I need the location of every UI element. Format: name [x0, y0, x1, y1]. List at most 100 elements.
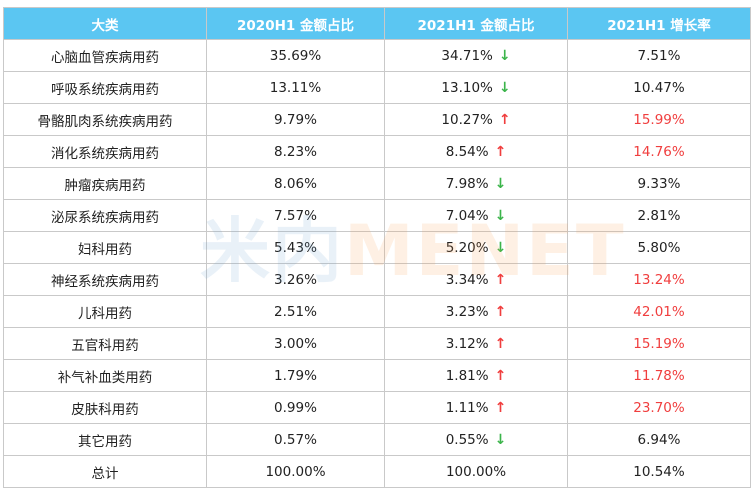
col-header-category: 大类 — [3, 7, 207, 40]
col-header-growth-2021: 2021H1 增长率 — [567, 7, 751, 40]
cell-share-2020: 8.06% — [206, 167, 385, 200]
arrow-down-icon: ↓ — [494, 175, 507, 192]
cell-growth-2021: 5.80% — [567, 231, 751, 264]
arrow-up-icon: ↑ — [494, 335, 507, 352]
cell-category: 补气补血类用药 — [3, 359, 207, 392]
col-header-share-2020: 2020H1 金额占比 — [206, 7, 385, 40]
table-row: 皮肤科用药 0.99% 1.11% ↑ 23.70% — [3, 391, 751, 424]
cell-share-2021: 0.55% ↓ — [384, 423, 568, 456]
table-row: 肿瘤疾病用药 8.06% 7.98% ↓ 9.33% — [3, 167, 751, 200]
cell-growth-2021: 6.94% — [567, 423, 751, 456]
cell-category: 其它用药 — [3, 423, 207, 456]
share-table: 大类 2020H1 金额占比 2021H1 金额占比 2021H1 增长率 心脑… — [3, 7, 751, 488]
cell-share-2020: 2.51% — [206, 295, 385, 328]
cell-share-2021: 100.00% — [384, 455, 568, 488]
arrow-up-icon: ↑ — [494, 399, 507, 416]
arrow-down-icon: ↓ — [498, 79, 511, 96]
cell-category: 神经系统疾病用药 — [3, 263, 207, 296]
cell-category: 骨骼肌肉系统疾病用药 — [3, 103, 207, 136]
cell-share-2021-value: 8.54% — [445, 143, 489, 160]
cell-share-2021-value: 1.11% — [445, 399, 489, 416]
cell-share-2020: 13.11% — [206, 71, 385, 104]
cell-category: 呼吸系统疾病用药 — [3, 71, 207, 104]
cell-share-2021: 7.04% ↓ — [384, 199, 568, 232]
cell-share-2021-value: 13.10% — [441, 79, 493, 96]
table-row: 补气补血类用药 1.79% 1.81% ↑ 11.78% — [3, 359, 751, 392]
cell-share-2021: 5.20% ↓ — [384, 231, 568, 264]
cell-category: 儿科用药 — [3, 295, 207, 328]
cell-growth-2021: 23.70% — [567, 391, 751, 424]
arrow-down-icon: ↓ — [498, 47, 511, 64]
arrow-up-icon: ↑ — [494, 303, 507, 320]
cell-share-2021-value: 7.04% — [445, 207, 489, 224]
cell-share-2020: 1.79% — [206, 359, 385, 392]
table-row: 泌尿系统疾病用药 7.57% 7.04% ↓ 2.81% — [3, 199, 751, 232]
cell-share-2021-value: 3.12% — [445, 335, 489, 352]
table-row: 妇科用药 5.43% 5.20% ↓ 5.80% — [3, 231, 751, 264]
table-row: 心脑血管疾病用药 35.69% 34.71% ↓ 7.51% — [3, 39, 751, 72]
cell-share-2020: 9.79% — [206, 103, 385, 136]
cell-share-2021-value: 34.71% — [441, 47, 493, 64]
cell-growth-2021: 15.99% — [567, 103, 751, 136]
cell-growth-2021: 14.76% — [567, 135, 751, 168]
cell-share-2021: 3.34% ↑ — [384, 263, 568, 296]
table-row: 神经系统疾病用药 3.26% 3.34% ↑ 13.24% — [3, 263, 751, 296]
arrow-up-icon: ↑ — [494, 271, 507, 288]
cell-share-2021-value: 0.55% — [445, 431, 489, 448]
table-row: 儿科用药 2.51% 3.23% ↑ 42.01% — [3, 295, 751, 328]
cell-share-2020: 5.43% — [206, 231, 385, 264]
cell-share-2021-value: 3.34% — [445, 271, 489, 288]
arrow-up-icon: ↑ — [494, 143, 507, 160]
cell-growth-2021: 15.19% — [567, 327, 751, 360]
header-row: 大类 2020H1 金额占比 2021H1 金额占比 2021H1 增长率 — [3, 7, 751, 40]
table-row: 五官科用药 3.00% 3.12% ↑ 15.19% — [3, 327, 751, 360]
arrow-down-icon: ↓ — [494, 431, 507, 448]
cell-share-2021-value: 10.27% — [441, 111, 493, 128]
cell-growth-2021: 9.33% — [567, 167, 751, 200]
cell-share-2021: 10.27% ↑ — [384, 103, 568, 136]
cell-share-2021: 13.10% ↓ — [384, 71, 568, 104]
table-row: 总计 100.00% 100.00% 10.54% — [3, 455, 751, 488]
cell-share-2021-value: 1.81% — [445, 367, 489, 384]
cell-category: 皮肤科用药 — [3, 391, 207, 424]
cell-share-2021: 34.71% ↓ — [384, 39, 568, 72]
cell-share-2020: 100.00% — [206, 455, 385, 488]
cell-share-2020: 0.57% — [206, 423, 385, 456]
cell-share-2020: 7.57% — [206, 199, 385, 232]
arrow-down-icon: ↓ — [494, 239, 507, 256]
cell-growth-2021: 10.54% — [567, 455, 751, 488]
table-row: 消化系统疾病用药 8.23% 8.54% ↑ 14.76% — [3, 135, 751, 168]
cell-category: 泌尿系统疾病用药 — [3, 199, 207, 232]
cell-category: 五官科用药 — [3, 327, 207, 360]
cell-growth-2021: 2.81% — [567, 199, 751, 232]
cell-share-2021-value: 3.23% — [445, 303, 489, 320]
cell-growth-2021: 13.24% — [567, 263, 751, 296]
table-row: 其它用药 0.57% 0.55% ↓ 6.94% — [3, 423, 751, 456]
cell-share-2021: 3.12% ↑ — [384, 327, 568, 360]
cell-category: 肿瘤疾病用药 — [3, 167, 207, 200]
cell-category: 总计 — [3, 455, 207, 488]
cell-share-2020: 8.23% — [206, 135, 385, 168]
cell-share-2021-value: 7.98% — [445, 175, 489, 192]
cell-category: 心脑血管疾病用药 — [3, 39, 207, 72]
arrow-down-icon: ↓ — [494, 207, 507, 224]
cell-growth-2021: 11.78% — [567, 359, 751, 392]
cell-share-2021-value: 100.00% — [445, 463, 507, 480]
cell-share-2021-value: 5.20% — [445, 239, 489, 256]
cell-category: 消化系统疾病用药 — [3, 135, 207, 168]
cell-share-2021: 1.11% ↑ — [384, 391, 568, 424]
cell-share-2021: 1.81% ↑ — [384, 359, 568, 392]
arrow-up-icon: ↑ — [494, 367, 507, 384]
table-body: 心脑血管疾病用药 35.69% 34.71% ↓ 7.51% 呼吸系统疾病用药 13.11%… — [3, 39, 751, 488]
cell-share-2020: 3.26% — [206, 263, 385, 296]
cell-category: 妇科用药 — [3, 231, 207, 264]
table-row: 骨骼肌肉系统疾病用药 9.79% 10.27% ↑ 15.99% — [3, 103, 751, 136]
cell-share-2020: 3.00% — [206, 327, 385, 360]
cell-share-2021: 8.54% ↑ — [384, 135, 568, 168]
cell-share-2021: 7.98% ↓ — [384, 167, 568, 200]
cell-share-2020: 35.69% — [206, 39, 385, 72]
cell-share-2021: 3.23% ↑ — [384, 295, 568, 328]
cell-growth-2021: 42.01% — [567, 295, 751, 328]
cell-growth-2021: 7.51% — [567, 39, 751, 72]
